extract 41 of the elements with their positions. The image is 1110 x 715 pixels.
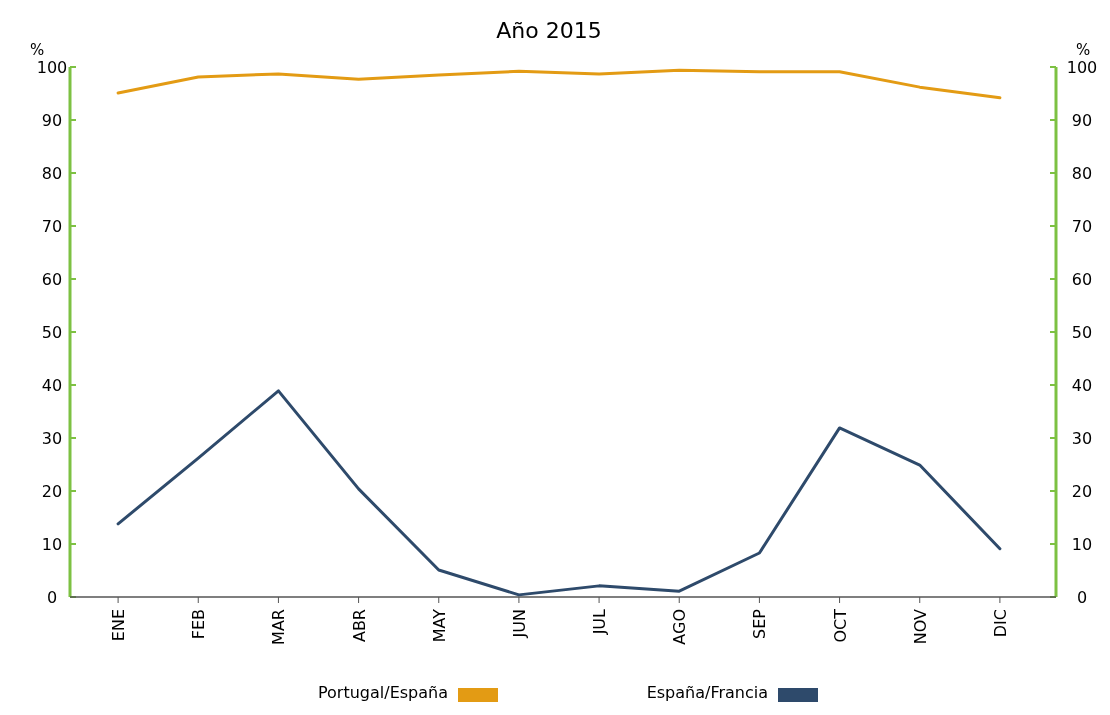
x-tick-label: JUN [509,609,529,639]
y2-tick-label: 50 [1071,322,1093,342]
y2-tick-label: 70 [1071,216,1093,236]
x-tick-label: OCT [830,608,850,643]
y2-tick-label: 90 [1071,110,1093,130]
y-tick-label: 60 [41,269,63,289]
y2-tick-label: 80 [1071,163,1093,183]
y2-tick-label: 10 [1071,534,1093,554]
y2-axis-title: % [1076,41,1091,59]
y-tick-label: 20 [41,481,63,501]
x-tick-label: MAY [429,608,449,643]
line-series [116,68,1002,100]
y-tick-label: 80 [41,163,63,183]
x-tick-label: DIC [990,609,1010,638]
y-tick-label: 70 [41,216,63,236]
x-tick-label: AGO [670,609,690,645]
x-tick-label: NOV [910,608,930,645]
x-tick-label: FEB [189,609,209,640]
y-tick-label: 90 [41,110,63,130]
y-tick-label: 40 [41,375,63,395]
y2-tick-label: 100 [1066,57,1098,77]
y2-tick-label: 60 [1071,269,1093,289]
y2-tick-label: 20 [1071,481,1093,501]
chart-title: Año 2015 [496,18,602,43]
line-series [116,389,1002,597]
x-tick-label: SEP [750,608,770,639]
x-tick-label: ABR [349,609,369,643]
y-tick-label: 100 [36,57,68,77]
y2-tick-label: 0 [1076,587,1088,607]
y2-tick-label: 40 [1071,375,1093,395]
x-tick-label: MAR [269,609,289,645]
legend-label: Portugal/España [317,683,448,702]
x-tick-label: ENE [109,609,129,642]
legend-label: España/Francia [646,683,768,702]
y-tick-label: 0 [46,587,58,607]
y-axis-title: % [30,41,45,59]
y-tick-label: 50 [41,322,63,342]
y-tick-label: 30 [41,428,63,448]
x-tick-label: JUL [590,608,610,636]
y-tick-label: 10 [41,534,63,554]
y2-tick-label: 30 [1071,428,1093,448]
